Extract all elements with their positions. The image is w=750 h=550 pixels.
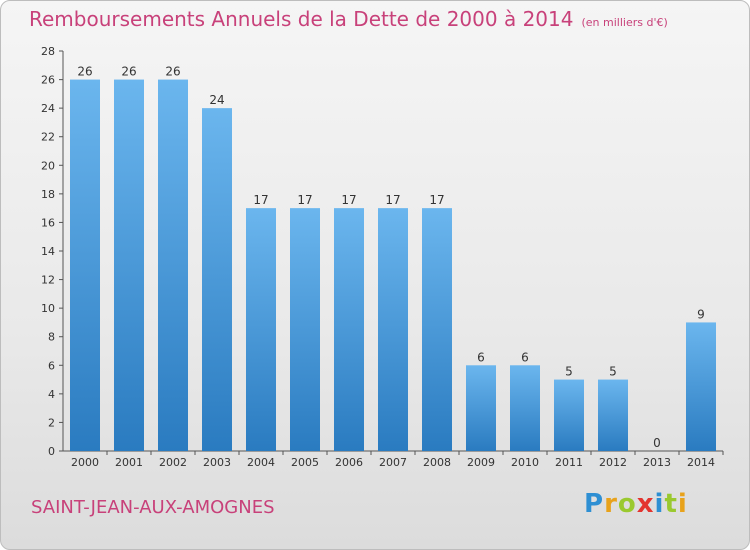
- bar: [290, 208, 320, 451]
- logo-letter: P: [584, 489, 605, 519]
- y-tick-label: 20: [41, 159, 55, 172]
- x-tick-label: 2012: [599, 456, 627, 469]
- bar: [466, 365, 496, 451]
- y-tick-label: 2: [48, 416, 55, 429]
- y-tick-label: 26: [41, 74, 55, 87]
- data-label: 5: [609, 365, 617, 379]
- y-tick-label: 6: [48, 359, 55, 372]
- x-tick-label: 2005: [291, 456, 319, 469]
- y-tick-label: 16: [41, 216, 55, 229]
- data-label: 17: [253, 193, 268, 207]
- chart-title-text: Remboursements Annuels de la Dette de 20…: [29, 7, 574, 31]
- x-tick-label: 2010: [511, 456, 539, 469]
- data-label: 26: [165, 65, 180, 79]
- logo-letter: r: [604, 489, 618, 519]
- bar: [686, 322, 716, 451]
- y-tick-label: 14: [41, 245, 55, 258]
- bar: [334, 208, 364, 451]
- logo-letter: i: [677, 489, 688, 519]
- data-label: 9: [697, 307, 705, 321]
- logo-letter: i: [654, 489, 665, 519]
- bar-chart: 0246810121416182022242628262000262001262…: [41, 45, 724, 469]
- data-label: 24: [209, 93, 224, 107]
- y-tick-label: 22: [41, 131, 55, 144]
- y-tick-label: 12: [41, 274, 55, 287]
- bar: [554, 379, 584, 451]
- data-label: 26: [121, 65, 136, 79]
- logo-letter: o: [617, 489, 637, 519]
- bar: [202, 108, 232, 452]
- y-tick-label: 4: [48, 388, 55, 401]
- x-tick-label: 2000: [71, 456, 99, 469]
- y-tick-label: 8: [48, 331, 55, 344]
- x-tick-label: 2008: [423, 456, 451, 469]
- bar: [158, 79, 188, 452]
- y-tick-label: 28: [41, 45, 55, 58]
- bar: [70, 79, 100, 452]
- x-tick-label: 2013: [643, 456, 671, 469]
- bar: [378, 208, 408, 451]
- bar: [246, 208, 276, 451]
- logo-letter: x: [636, 489, 655, 519]
- y-tick-label: 0: [48, 445, 55, 458]
- chart-title: Remboursements Annuels de la Dette de 20…: [29, 7, 668, 31]
- bar: [422, 208, 452, 451]
- x-tick-label: 2002: [159, 456, 187, 469]
- data-label: 17: [297, 193, 312, 207]
- x-tick-label: 2014: [687, 456, 715, 469]
- commune-name: SAINT-JEAN-AUX-AMOGNES: [31, 497, 275, 518]
- y-tick-label: 18: [41, 188, 55, 201]
- data-label: 17: [429, 193, 444, 207]
- data-label: 17: [385, 193, 400, 207]
- x-tick-label: 2001: [115, 456, 143, 469]
- data-label: 6: [521, 350, 529, 364]
- x-tick-label: 2007: [379, 456, 407, 469]
- bar: [114, 79, 144, 452]
- x-tick-label: 2009: [467, 456, 495, 469]
- data-label: 26: [77, 65, 92, 79]
- proxiti-logo: Proxiti: [584, 489, 688, 519]
- logo-letter: t: [664, 489, 678, 519]
- data-label: 6: [477, 350, 485, 364]
- data-label: 5: [565, 365, 573, 379]
- x-tick-label: 2011: [555, 456, 583, 469]
- data-label: 17: [341, 193, 356, 207]
- x-tick-label: 2003: [203, 456, 231, 469]
- bar: [510, 365, 540, 451]
- y-tick-label: 10: [41, 302, 55, 315]
- data-label: 0: [653, 436, 661, 450]
- bar: [598, 379, 628, 451]
- chart-unit: (en milliers d'€): [581, 16, 668, 29]
- x-tick-label: 2004: [247, 456, 275, 469]
- x-tick-label: 2006: [335, 456, 363, 469]
- y-tick-label: 24: [41, 102, 55, 115]
